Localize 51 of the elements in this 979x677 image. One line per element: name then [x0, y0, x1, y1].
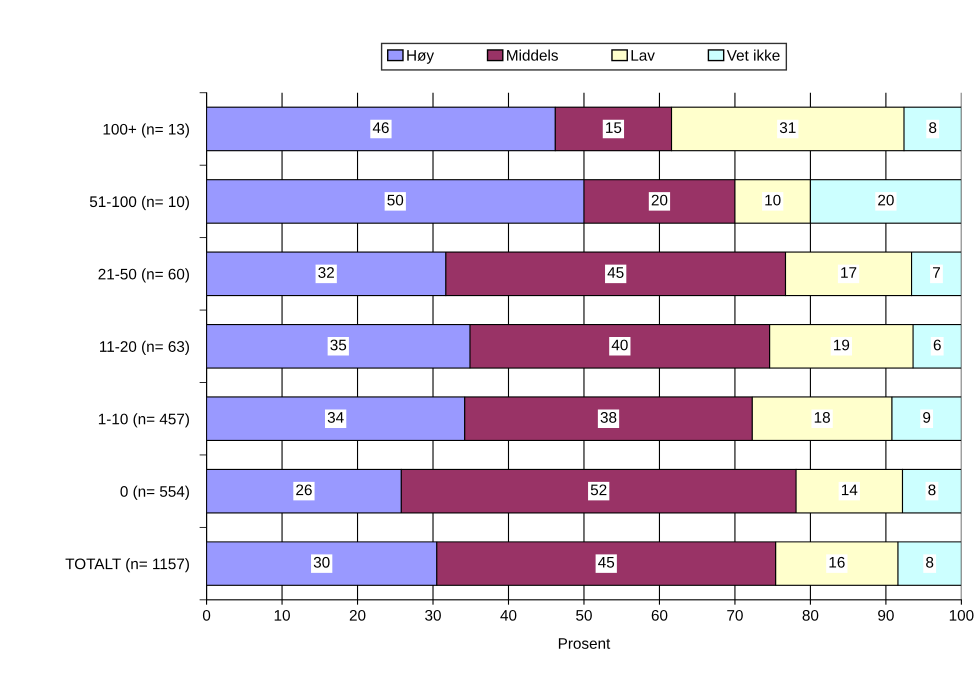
data-label: 46 — [372, 122, 389, 134]
data-label: 19 — [834, 340, 850, 350]
data-label: 14 — [842, 484, 858, 496]
data-label: 9 — [923, 412, 930, 423]
data-label: 7 — [933, 267, 940, 278]
y-tick-label: TOTALT (n= 1157) — [66, 558, 189, 572]
y-tick-label: 11-20 (n= 63) — [100, 340, 189, 355]
y-tick-label: 1-10 (n= 457) — [98, 413, 189, 428]
y-tick-label: 100+ (n= 13) — [104, 123, 189, 138]
data-label: 8 — [926, 556, 934, 568]
x-tick-label: 0 — [202, 610, 210, 621]
data-label: 45 — [598, 557, 614, 568]
data-label: 50 — [387, 194, 404, 206]
data-label: 8 — [929, 122, 936, 134]
x-tick-label: 80 — [802, 610, 818, 621]
data-label: 35 — [330, 340, 346, 350]
x-tick-label: 70 — [727, 610, 743, 621]
x-tick-label: 100 — [950, 610, 974, 621]
legend-label: Høy — [407, 50, 434, 64]
data-label: 18 — [814, 412, 830, 423]
x-tick-label: 60 — [652, 610, 668, 621]
data-label: 6 — [934, 340, 941, 350]
data-label: 16 — [830, 556, 845, 568]
legend-label: Vet ikke — [726, 50, 780, 61]
data-label: 32 — [318, 267, 334, 278]
data-label: 52 — [590, 484, 606, 496]
x-tick-label: 90 — [878, 610, 894, 621]
data-label: 31 — [780, 122, 796, 134]
data-label: 17 — [841, 267, 856, 278]
data-label: 30 — [314, 556, 330, 568]
legend-label: Middels — [507, 50, 558, 61]
data-label: 20 — [652, 194, 668, 206]
data-label: 34 — [328, 412, 344, 423]
data-label: 45 — [608, 267, 624, 278]
data-label: 38 — [600, 412, 616, 423]
x-tick-label: 10 — [274, 610, 290, 621]
x-axis-title: Prosent — [558, 638, 610, 649]
data-label: 20 — [878, 194, 894, 206]
x-tick-label: 40 — [500, 610, 516, 621]
data-label: 40 — [612, 340, 628, 350]
data-label: 10 — [765, 194, 781, 206]
x-tick-label: 30 — [425, 610, 441, 621]
legend-label: Lav — [632, 50, 655, 61]
data-label: 26 — [296, 484, 312, 496]
x-tick-label: 50 — [576, 610, 592, 621]
data-label: 15 — [606, 122, 622, 134]
data-label: 8 — [928, 484, 936, 496]
x-tick-label: 20 — [350, 610, 366, 621]
y-tick-label: 0 (n= 554) — [120, 486, 189, 500]
y-tick-label: 21-50 (n= 60) — [98, 268, 189, 283]
y-tick-label: 51-100 (n= 10) — [90, 196, 189, 210]
